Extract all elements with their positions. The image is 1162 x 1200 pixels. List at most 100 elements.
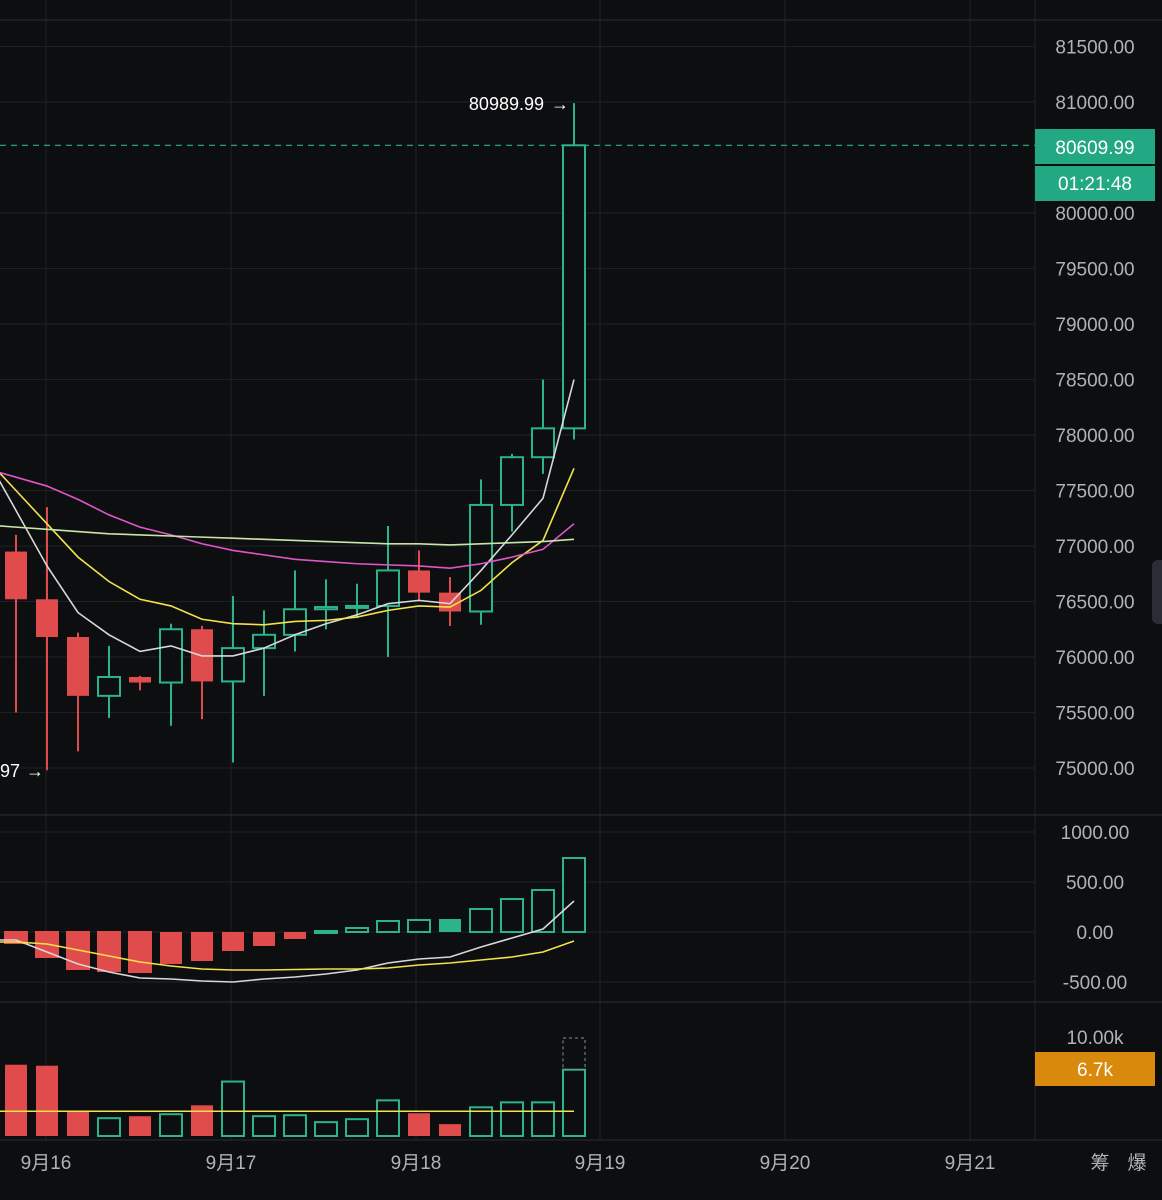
candle	[562, 103, 586, 440]
macd-bar	[439, 919, 461, 932]
countdown-value: 01:21:48	[1058, 174, 1132, 195]
volume-axis[interactable]: 10.00k	[1066, 1028, 1124, 1049]
candle-body	[252, 633, 276, 650]
candle-body	[159, 628, 183, 684]
volume-bar	[36, 1065, 58, 1136]
grid-lines	[0, 0, 1162, 1141]
candle	[221, 595, 245, 763]
ma-line	[0, 525, 575, 546]
macd-bar	[160, 932, 182, 964]
high-price-annotation: 80989.99	[469, 94, 544, 114]
low-price-annotation: 97	[0, 761, 20, 781]
volume-bar	[283, 1114, 307, 1137]
price-tick-label: 80000.00	[1055, 204, 1134, 225]
macd-bar-outline	[4, 931, 28, 944]
volume-bar	[439, 1124, 461, 1136]
price-tick-label: 79500.00	[1055, 260, 1134, 281]
macd-bar	[376, 920, 400, 933]
price-tick-label: 76500.00	[1055, 593, 1134, 614]
macd-line	[0, 900, 575, 983]
candle-body	[500, 456, 524, 506]
volume-bar	[345, 1118, 369, 1138]
price-panel	[0, 103, 1035, 771]
current-price-value: 80609.99	[1055, 138, 1134, 159]
volume-bar	[159, 1113, 183, 1137]
macd-bar	[562, 857, 586, 933]
volume-bar	[314, 1121, 338, 1138]
macd-bar-outline	[128, 931, 152, 973]
candle	[159, 623, 183, 726]
volume-bar	[252, 1115, 276, 1137]
ma-line	[0, 471, 575, 570]
chip-distribution-icon[interactable]: 筹	[1090, 1152, 1109, 1174]
macd-axis[interactable]: 1000.00 500.00 0.00 -500.00	[1061, 823, 1130, 994]
macd-bar	[98, 932, 120, 971]
candle-body	[221, 647, 245, 683]
candle	[345, 583, 369, 619]
price-tick-label: 79000.00	[1055, 315, 1134, 336]
volume-bar	[191, 1105, 213, 1136]
countdown-badge: 01:21:48	[1035, 166, 1155, 201]
candle-body	[531, 427, 555, 459]
volume-bar	[5, 1064, 27, 1136]
candle	[531, 379, 555, 474]
candle	[408, 550, 430, 602]
candle-body	[36, 599, 58, 638]
current-volume-value: 6.7k	[1077, 1060, 1113, 1081]
moving-average-lines	[0, 379, 575, 657]
macd-bar-outline	[97, 931, 121, 972]
macd-panel	[0, 857, 586, 983]
macd-bar	[253, 932, 275, 946]
candle	[469, 479, 493, 625]
candle-body	[129, 676, 151, 683]
macd-bar	[5, 932, 27, 943]
price-tick-label: 77000.00	[1055, 537, 1134, 558]
time-axis[interactable]: 9月16 9月17 9月18 9月19 9月20 9月21	[21, 1153, 996, 1174]
macd-bar	[191, 932, 213, 961]
macd-line	[0, 940, 575, 971]
price-tick-label: 78000.00	[1055, 426, 1134, 447]
candle	[439, 577, 461, 626]
current-price-badge: 80609.99	[1035, 129, 1155, 164]
volume-badge: 6.7k	[1035, 1052, 1155, 1086]
price-tick-label: 81000.00	[1055, 93, 1134, 114]
candle-body	[67, 637, 89, 696]
macd-bar	[500, 898, 524, 933]
macd-bar-outline	[35, 931, 59, 958]
high-arrow-icon: →	[551, 94, 569, 114]
time-tick-label: 9月16	[21, 1153, 72, 1174]
volume-bar	[469, 1106, 493, 1138]
candle	[283, 570, 307, 652]
candle	[129, 675, 151, 691]
macd-tick-label: 0.00	[1077, 923, 1114, 944]
volume-bar	[97, 1117, 121, 1138]
macd-bar	[222, 932, 244, 951]
liquidation-icon[interactable]: 爆	[1127, 1152, 1146, 1174]
volume-bar	[408, 1113, 430, 1136]
time-tick-label: 9月19	[575, 1153, 626, 1174]
time-tick-label: 9月18	[391, 1153, 442, 1174]
candle-body	[376, 569, 400, 607]
macd-bar	[314, 930, 338, 934]
candle-body	[562, 144, 586, 430]
macd-tick-label: 1000.00	[1061, 823, 1130, 844]
low-arrow-icon: →	[26, 761, 44, 781]
volume-bar	[221, 1080, 245, 1138]
volume-tick-label: 10.00k	[1066, 1028, 1124, 1049]
candle	[67, 632, 89, 752]
price-axis[interactable]: 81500.00 81000.00 80000.00 79500.00 79000.00…	[1055, 38, 1134, 781]
ma-line	[0, 467, 575, 626]
candle-body	[469, 503, 493, 613]
price-tick-label: 77500.00	[1055, 482, 1134, 503]
candle-body	[5, 551, 27, 600]
candle-body	[314, 606, 338, 611]
volume-panel	[0, 1037, 586, 1138]
macd-bar-outline	[66, 931, 90, 970]
collapse-handle-icon[interactable]	[1152, 560, 1162, 624]
macd-tick-label: -500.00	[1063, 973, 1127, 994]
macd-bar	[129, 932, 151, 972]
time-tick-label: 9月20	[760, 1153, 811, 1174]
candle-body	[408, 570, 430, 593]
macd-bar	[345, 927, 369, 933]
